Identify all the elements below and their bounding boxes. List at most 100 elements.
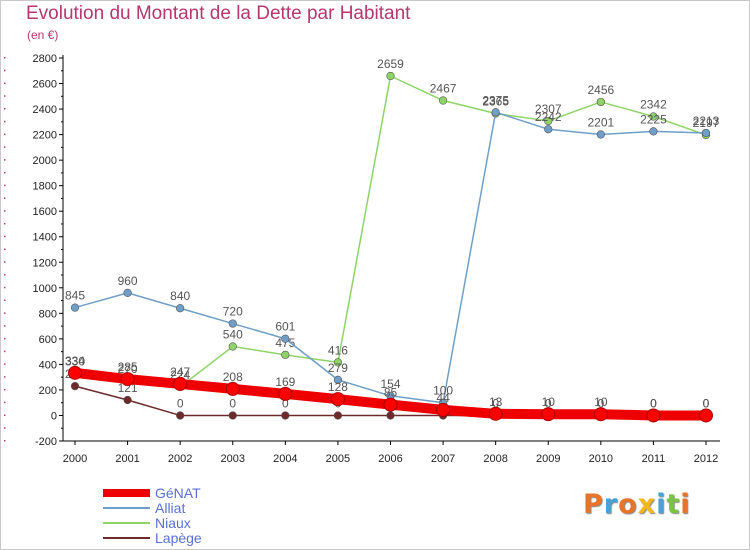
legend-label: Niaux xyxy=(155,515,191,531)
edge-marker xyxy=(4,299,6,302)
data-point xyxy=(333,375,343,384)
edge-marker xyxy=(4,363,6,365)
edge-marker xyxy=(4,286,6,289)
data-label: 10 xyxy=(542,395,556,409)
data-label: 85 xyxy=(384,386,398,400)
data-label: 279 xyxy=(328,361,348,375)
y-tick-label: 200 xyxy=(39,385,57,397)
y-tick-label: -200 xyxy=(35,436,57,448)
data-point xyxy=(491,108,500,117)
edge-marker xyxy=(4,95,6,97)
data-label: 0 xyxy=(650,396,657,410)
data-point xyxy=(544,116,553,126)
edge-marker xyxy=(4,159,6,161)
data-label: 0 xyxy=(545,396,552,410)
data-point xyxy=(70,303,80,312)
data-label: 330 xyxy=(65,354,85,368)
logo-letter: P xyxy=(583,489,604,520)
edge-marker xyxy=(4,146,6,148)
chart-title: Evolution du Montant de la Dette par Hab… xyxy=(26,3,411,24)
y-tick-label: 2600 xyxy=(33,79,57,91)
x-tick-label: 2002 xyxy=(168,453,192,465)
x-tick-label: 2008 xyxy=(483,453,507,465)
data-point xyxy=(225,381,240,396)
series-layer: 2301210000000000033027022454047541626592… xyxy=(65,57,720,423)
axes: -200020040060080010001200140016001800200… xyxy=(4,53,720,465)
data-point xyxy=(228,342,237,351)
data-label: 169 xyxy=(275,375,295,389)
edge-marker xyxy=(4,133,6,136)
x-tick-label: 2003 xyxy=(221,453,245,465)
y-tick-label: 2200 xyxy=(33,130,57,142)
y-tick-label: 1800 xyxy=(33,181,57,193)
data-point xyxy=(176,304,185,313)
y-tick-label: 2800 xyxy=(33,53,57,65)
logo-letter: t xyxy=(666,489,681,520)
legend-label: Alliat xyxy=(155,500,185,516)
data-label: 0 xyxy=(229,396,236,410)
data-point xyxy=(541,407,556,422)
x-tick-label: 2010 xyxy=(589,453,613,465)
y-tick-label: 600 xyxy=(39,334,57,346)
data-point xyxy=(701,128,711,138)
data-label: 0 xyxy=(177,396,184,410)
data-label: 2213 xyxy=(693,114,720,128)
data-label: 2467 xyxy=(430,82,457,96)
logo-letter: x xyxy=(637,489,657,520)
x-tick-label: 2000 xyxy=(63,453,87,465)
edge-marker xyxy=(4,108,6,110)
data-point xyxy=(383,397,398,412)
data-point xyxy=(176,411,185,420)
y-tick-label: 2400 xyxy=(33,104,57,116)
data-label: 0 xyxy=(492,396,499,410)
legend-label: Lapège xyxy=(155,530,202,546)
data-point xyxy=(120,372,135,387)
x-tick-label: 2007 xyxy=(431,453,455,465)
data-point xyxy=(649,127,658,136)
data-label: 0 xyxy=(703,396,710,410)
x-tick-label: 2004 xyxy=(273,453,297,465)
data-point xyxy=(333,358,343,367)
data-label: 2242 xyxy=(535,110,562,124)
y-tick-label: 400 xyxy=(39,359,57,371)
data-point xyxy=(488,406,503,421)
data-label: 334 xyxy=(65,354,85,368)
data-point xyxy=(436,402,451,417)
data-label: 285 xyxy=(118,360,138,374)
x-tick-label: 2009 xyxy=(536,453,560,465)
x-tick-label: 2012 xyxy=(694,453,718,465)
data-label: 0 xyxy=(650,396,657,410)
edge-marker xyxy=(4,427,6,429)
x-tick-label: 2006 xyxy=(378,453,402,465)
logo-letter: o xyxy=(618,489,638,520)
data-label: 2456 xyxy=(587,83,614,97)
data-point xyxy=(123,395,132,405)
edge-marker xyxy=(4,120,6,123)
logo-letter: i xyxy=(656,489,667,520)
data-label: 416 xyxy=(328,343,348,357)
edge-marker xyxy=(4,440,6,442)
data-label: 270 xyxy=(118,362,138,376)
data-label: 2659 xyxy=(377,57,404,71)
data-point xyxy=(68,365,82,380)
data-label: 224 xyxy=(170,368,190,382)
data-label: 247 xyxy=(170,365,190,379)
edge-marker xyxy=(4,235,6,238)
edge-marker xyxy=(4,414,6,416)
data-point xyxy=(333,411,343,420)
y-tick-label: 0 xyxy=(51,410,57,422)
data-label: 0 xyxy=(703,396,710,410)
edge-marker xyxy=(4,325,6,327)
data-point xyxy=(544,125,553,134)
edge-marker xyxy=(4,337,6,340)
edge-marker xyxy=(4,248,6,250)
data-label: 840 xyxy=(170,289,190,303)
edge-marker xyxy=(4,69,6,72)
logo-letter: i xyxy=(680,489,691,520)
data-point xyxy=(281,334,290,343)
data-label: 128 xyxy=(328,380,348,394)
y-tick-label: 1000 xyxy=(33,283,57,295)
data-label: 845 xyxy=(65,289,85,303)
